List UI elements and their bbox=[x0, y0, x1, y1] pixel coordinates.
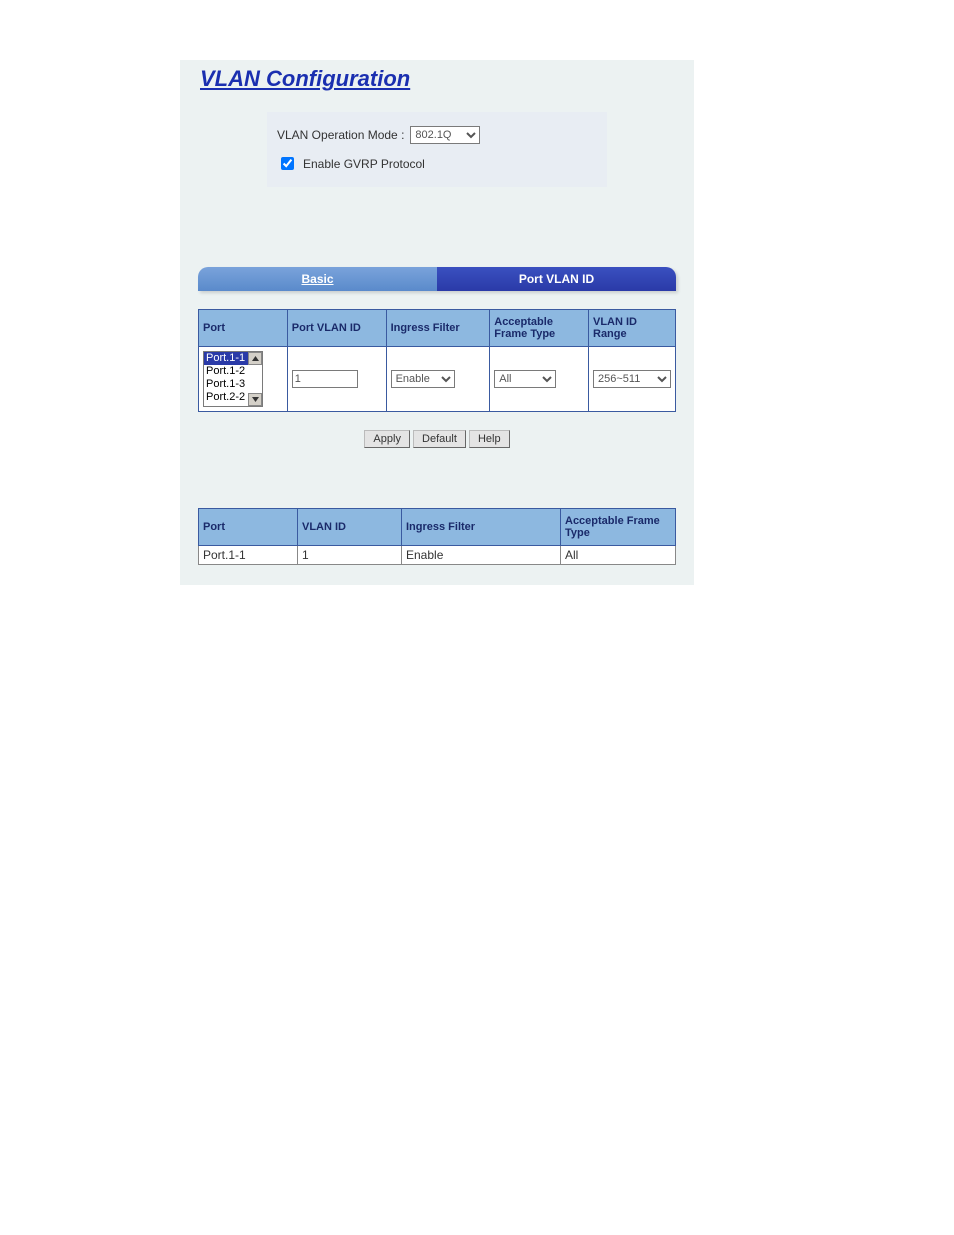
rcol-frame: Acceptable Frame Type bbox=[561, 509, 676, 546]
tab-basic-label: Basic bbox=[301, 272, 333, 286]
vlan-config-panel: VLAN Configuration VLAN Operation Mode :… bbox=[180, 60, 694, 585]
pvid-input[interactable] bbox=[292, 370, 358, 388]
button-row: Apply Default Help bbox=[180, 430, 694, 448]
tab-pvid-label: Port VLAN ID bbox=[519, 272, 594, 286]
rcol-vlan: VLAN ID bbox=[298, 509, 402, 546]
tabs: Basic Port VLAN ID bbox=[198, 267, 676, 291]
port-item[interactable]: Port.1-3 bbox=[204, 378, 262, 391]
port-listbox[interactable]: Port.1-1 Port.1-2 Port.1-3 Port.2-2 bbox=[203, 351, 263, 407]
mode-select[interactable]: 802.1Q bbox=[410, 126, 480, 144]
ingress-select[interactable]: Enable bbox=[391, 370, 455, 388]
result-table: Port VLAN ID Ingress Filter Acceptable F… bbox=[198, 508, 676, 565]
frame-select[interactable]: All bbox=[494, 370, 556, 388]
config-table: Port Port VLAN ID Ingress Filter Accepta… bbox=[198, 309, 676, 412]
col-ingress: Ingress Filter bbox=[386, 310, 490, 347]
gvrp-label: Enable GVRP Protocol bbox=[303, 157, 425, 171]
col-frame: Acceptable Frame Type bbox=[490, 310, 589, 347]
result-port: Port.1-1 bbox=[199, 546, 298, 565]
apply-button[interactable]: Apply bbox=[364, 430, 410, 448]
rcol-ingress: Ingress Filter bbox=[402, 509, 561, 546]
gvrp-checkbox[interactable] bbox=[281, 157, 294, 170]
config-row: Port.1-1 Port.1-2 Port.1-3 Port.2-2 Enab… bbox=[199, 347, 676, 412]
mode-box: VLAN Operation Mode : 802.1Q Enable GVRP… bbox=[267, 112, 607, 187]
col-pvid: Port VLAN ID bbox=[287, 310, 386, 347]
result-row: Port.1-1 1 Enable All bbox=[199, 546, 676, 565]
port-spin-up[interactable] bbox=[248, 352, 262, 365]
rcol-port: Port bbox=[199, 509, 298, 546]
result-vlan: 1 bbox=[298, 546, 402, 565]
gvrp-row: Enable GVRP Protocol bbox=[277, 154, 597, 173]
default-button[interactable]: Default bbox=[413, 430, 466, 448]
col-range: VLAN ID Range bbox=[589, 310, 676, 347]
port-item[interactable]: Port.1-2 bbox=[204, 365, 262, 378]
mode-label: VLAN Operation Mode : bbox=[277, 128, 404, 142]
help-button[interactable]: Help bbox=[469, 430, 510, 448]
col-port: Port bbox=[199, 310, 288, 347]
tab-basic[interactable]: Basic bbox=[198, 267, 437, 291]
range-select[interactable]: 256~511 bbox=[593, 370, 671, 388]
result-frame: All bbox=[561, 546, 676, 565]
port-spin-down[interactable] bbox=[248, 393, 262, 406]
result-ingress: Enable bbox=[402, 546, 561, 565]
tab-pvid[interactable]: Port VLAN ID bbox=[437, 267, 676, 291]
page-title: VLAN Configuration bbox=[180, 60, 694, 92]
page-title-text: VLAN Configuration bbox=[200, 66, 410, 91]
mode-row: VLAN Operation Mode : 802.1Q bbox=[277, 126, 597, 144]
